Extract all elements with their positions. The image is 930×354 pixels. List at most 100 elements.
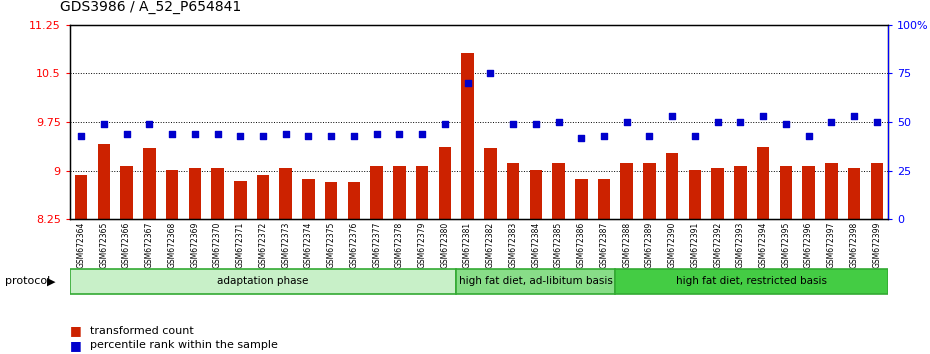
Bar bbox=[416, 166, 429, 219]
Text: adaptation phase: adaptation phase bbox=[218, 276, 309, 286]
Text: GSM672373: GSM672373 bbox=[281, 222, 290, 268]
Text: GSM672367: GSM672367 bbox=[145, 222, 153, 268]
Text: GSM672381: GSM672381 bbox=[463, 222, 472, 268]
Text: ▶: ▶ bbox=[46, 276, 55, 286]
Text: high fat diet, ad-libitum basis: high fat diet, ad-libitum basis bbox=[458, 276, 613, 286]
Point bbox=[187, 131, 202, 137]
Bar bbox=[74, 175, 87, 219]
Text: GSM672377: GSM672377 bbox=[372, 222, 381, 268]
Text: GSM672378: GSM672378 bbox=[395, 222, 404, 268]
Text: GSM672384: GSM672384 bbox=[531, 222, 540, 268]
Point bbox=[733, 119, 748, 125]
Text: GSM672399: GSM672399 bbox=[872, 222, 882, 268]
Bar bbox=[711, 167, 724, 219]
Point bbox=[301, 133, 316, 139]
Text: GSM672365: GSM672365 bbox=[100, 222, 109, 268]
Point bbox=[506, 121, 521, 127]
Bar bbox=[688, 170, 701, 219]
Bar bbox=[70, 269, 457, 294]
Text: GSM672376: GSM672376 bbox=[350, 222, 358, 268]
Bar bbox=[616, 269, 888, 294]
Text: GSM672380: GSM672380 bbox=[440, 222, 449, 268]
Bar bbox=[757, 147, 769, 219]
Bar bbox=[848, 167, 860, 219]
Text: GSM672392: GSM672392 bbox=[713, 222, 723, 268]
Text: percentile rank within the sample: percentile rank within the sample bbox=[90, 340, 278, 350]
Bar bbox=[439, 147, 451, 219]
Point bbox=[347, 133, 362, 139]
Point bbox=[619, 119, 634, 125]
Bar bbox=[234, 181, 246, 219]
Point bbox=[528, 121, 543, 127]
Text: GSM672389: GSM672389 bbox=[644, 222, 654, 268]
Point bbox=[256, 133, 271, 139]
Bar bbox=[529, 170, 542, 219]
Text: GSM672371: GSM672371 bbox=[235, 222, 245, 268]
Text: GDS3986 / A_52_P654841: GDS3986 / A_52_P654841 bbox=[60, 0, 242, 14]
Text: GSM672386: GSM672386 bbox=[577, 222, 586, 268]
Text: GSM672368: GSM672368 bbox=[167, 222, 177, 268]
Bar bbox=[507, 163, 519, 219]
Text: GSM672388: GSM672388 bbox=[622, 222, 631, 268]
Text: GSM672372: GSM672372 bbox=[259, 222, 268, 268]
Point bbox=[778, 121, 793, 127]
Point bbox=[824, 119, 839, 125]
Text: GSM672394: GSM672394 bbox=[759, 222, 767, 268]
Text: high fat diet, restricted basis: high fat diet, restricted basis bbox=[676, 276, 828, 286]
Text: GSM672366: GSM672366 bbox=[122, 222, 131, 268]
Point bbox=[801, 133, 816, 139]
Bar bbox=[598, 179, 610, 219]
Text: GSM672375: GSM672375 bbox=[326, 222, 336, 268]
Bar bbox=[575, 179, 588, 219]
Bar bbox=[644, 163, 656, 219]
Point bbox=[711, 119, 725, 125]
Bar bbox=[620, 163, 633, 219]
Bar bbox=[484, 148, 497, 219]
Bar bbox=[870, 163, 883, 219]
Bar bbox=[348, 183, 360, 219]
Text: GSM672390: GSM672390 bbox=[668, 222, 677, 268]
Bar bbox=[393, 166, 405, 219]
Text: GSM672382: GSM672382 bbox=[485, 222, 495, 268]
Point bbox=[870, 119, 884, 125]
Bar bbox=[302, 178, 314, 219]
Text: GSM672379: GSM672379 bbox=[418, 222, 427, 268]
Bar bbox=[457, 269, 616, 294]
Text: GSM672385: GSM672385 bbox=[554, 222, 563, 268]
Bar bbox=[666, 153, 678, 219]
Text: GSM672391: GSM672391 bbox=[690, 222, 699, 268]
Bar bbox=[779, 166, 792, 219]
Text: GSM672374: GSM672374 bbox=[304, 222, 313, 268]
Text: GSM672396: GSM672396 bbox=[804, 222, 813, 268]
Text: GSM672397: GSM672397 bbox=[827, 222, 836, 268]
Bar bbox=[325, 183, 338, 219]
Bar bbox=[461, 53, 473, 219]
Bar bbox=[166, 170, 179, 219]
Text: GSM672398: GSM672398 bbox=[849, 222, 858, 268]
Point bbox=[596, 133, 611, 139]
Bar bbox=[279, 167, 292, 219]
Bar bbox=[552, 163, 565, 219]
Bar bbox=[98, 144, 110, 219]
Text: GSM672364: GSM672364 bbox=[76, 222, 86, 268]
Text: GSM672395: GSM672395 bbox=[781, 222, 790, 268]
Point bbox=[460, 80, 475, 86]
Point bbox=[574, 135, 589, 141]
Bar bbox=[734, 166, 747, 219]
Point bbox=[232, 133, 247, 139]
Bar bbox=[370, 166, 383, 219]
Text: transformed count: transformed count bbox=[90, 326, 194, 336]
Point bbox=[415, 131, 430, 137]
Point bbox=[437, 121, 452, 127]
Point bbox=[846, 113, 861, 119]
Text: GSM672369: GSM672369 bbox=[191, 222, 199, 268]
Point bbox=[278, 131, 293, 137]
Bar bbox=[803, 166, 815, 219]
Bar bbox=[825, 163, 838, 219]
Point bbox=[665, 113, 680, 119]
Text: protocol: protocol bbox=[5, 276, 50, 286]
Point bbox=[687, 133, 702, 139]
Bar bbox=[189, 167, 201, 219]
Point bbox=[369, 131, 384, 137]
Point bbox=[551, 119, 566, 125]
